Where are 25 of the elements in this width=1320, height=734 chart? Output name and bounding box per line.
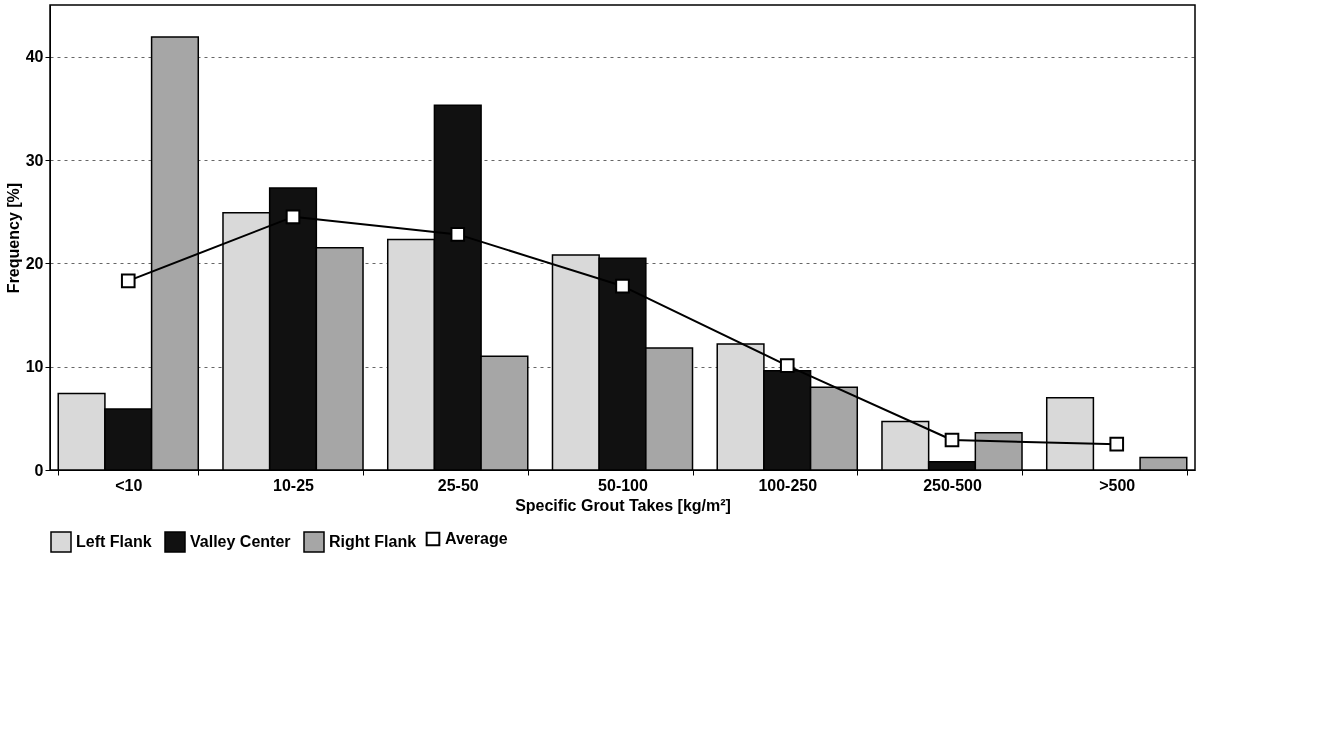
- point: [944, 432, 960, 448]
- point: [120, 273, 136, 289]
- x-tick-label: 25-50: [437, 476, 479, 494]
- point: [779, 358, 795, 373]
- x-tick-label: 250-500: [923, 476, 982, 494]
- legend-label: Valley Center: [190, 533, 291, 550]
- y-tick-label: 0: [34, 461, 44, 479]
- y-axis-title: Frequency [%]: [4, 182, 22, 294]
- point: [615, 278, 630, 294]
- point: [1109, 436, 1125, 452]
- x-axis-title: Specific Grout Takes [kg/m²]: [515, 496, 731, 514]
- point: [285, 209, 301, 225]
- y-tick-label: 20: [25, 254, 44, 272]
- legend-label: Left Flank: [76, 533, 152, 550]
- y-tick-label: 40: [25, 48, 44, 66]
- x-tick-label: >500: [1099, 476, 1136, 494]
- legend-label: Average: [445, 530, 508, 547]
- y-tick-label: 10: [25, 358, 44, 376]
- point: [450, 227, 466, 242]
- x-tick-label: 10-25: [273, 476, 315, 494]
- y-tick-label: 30: [25, 151, 44, 169]
- x-tick-label: <10: [115, 476, 143, 494]
- legend-label: Right Flank: [329, 533, 417, 550]
- x-tick-label: 100-250: [758, 476, 818, 494]
- x-tick-label: 50-100: [598, 476, 649, 494]
